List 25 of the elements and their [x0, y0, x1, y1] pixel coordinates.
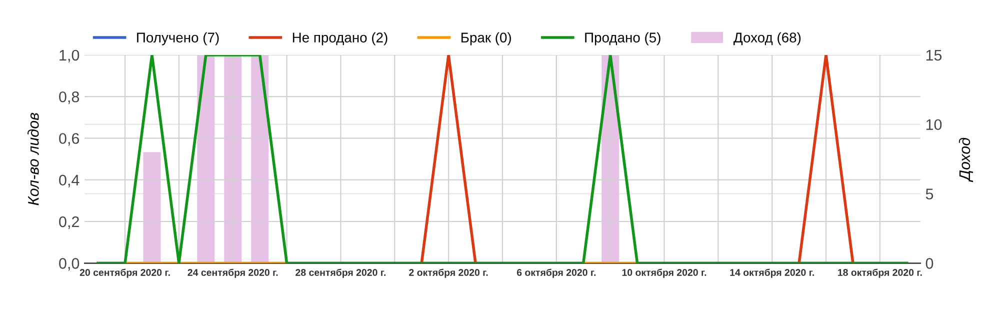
y-tick-label: 0,6	[59, 133, 80, 146]
y2-tick-label: 15	[926, 50, 942, 61]
legend-label: Не продано (2)	[292, 32, 388, 46]
x-tick-label: 2 октября 2020 г.	[409, 268, 488, 278]
y2-axis-title: Доход	[958, 138, 974, 182]
y-tick-label: 0,4	[59, 174, 80, 188]
x-tick-label: 24 сентября 2020 г.	[188, 268, 278, 278]
x-tick-label: 6 октября 2020 г.	[516, 268, 596, 278]
y-axis-title: Кол-во лидов	[28, 112, 39, 206]
y-tick-label: 0,8	[59, 91, 80, 104]
x-tick-label: 18 октября 2020 г.	[838, 268, 922, 278]
legend-label: Получено (7)	[137, 32, 219, 46]
y2-tick-label: 10	[926, 119, 942, 130]
x-tick-label: 10 октября 2020 г.	[622, 268, 706, 278]
y-tick-label: 1,0	[60, 50, 80, 62]
y-tick-label: 0,2	[59, 216, 79, 229]
y-tick-label: 0,0	[59, 258, 80, 271]
legend-label: Доход (68)	[734, 32, 801, 46]
x-tick-label: 28 сентября 2020 г.	[296, 268, 386, 278]
y2-tick-label: 5	[926, 188, 934, 200]
y2-tick-label: 0	[926, 258, 934, 269]
x-tick-label: 20 сентября 2020 г.	[80, 268, 170, 278]
x-tick-label: 14 октября 2020 г.	[730, 268, 814, 278]
legend-label: Продано (5)	[585, 32, 660, 46]
legend-label: Брак (0)	[461, 32, 511, 46]
